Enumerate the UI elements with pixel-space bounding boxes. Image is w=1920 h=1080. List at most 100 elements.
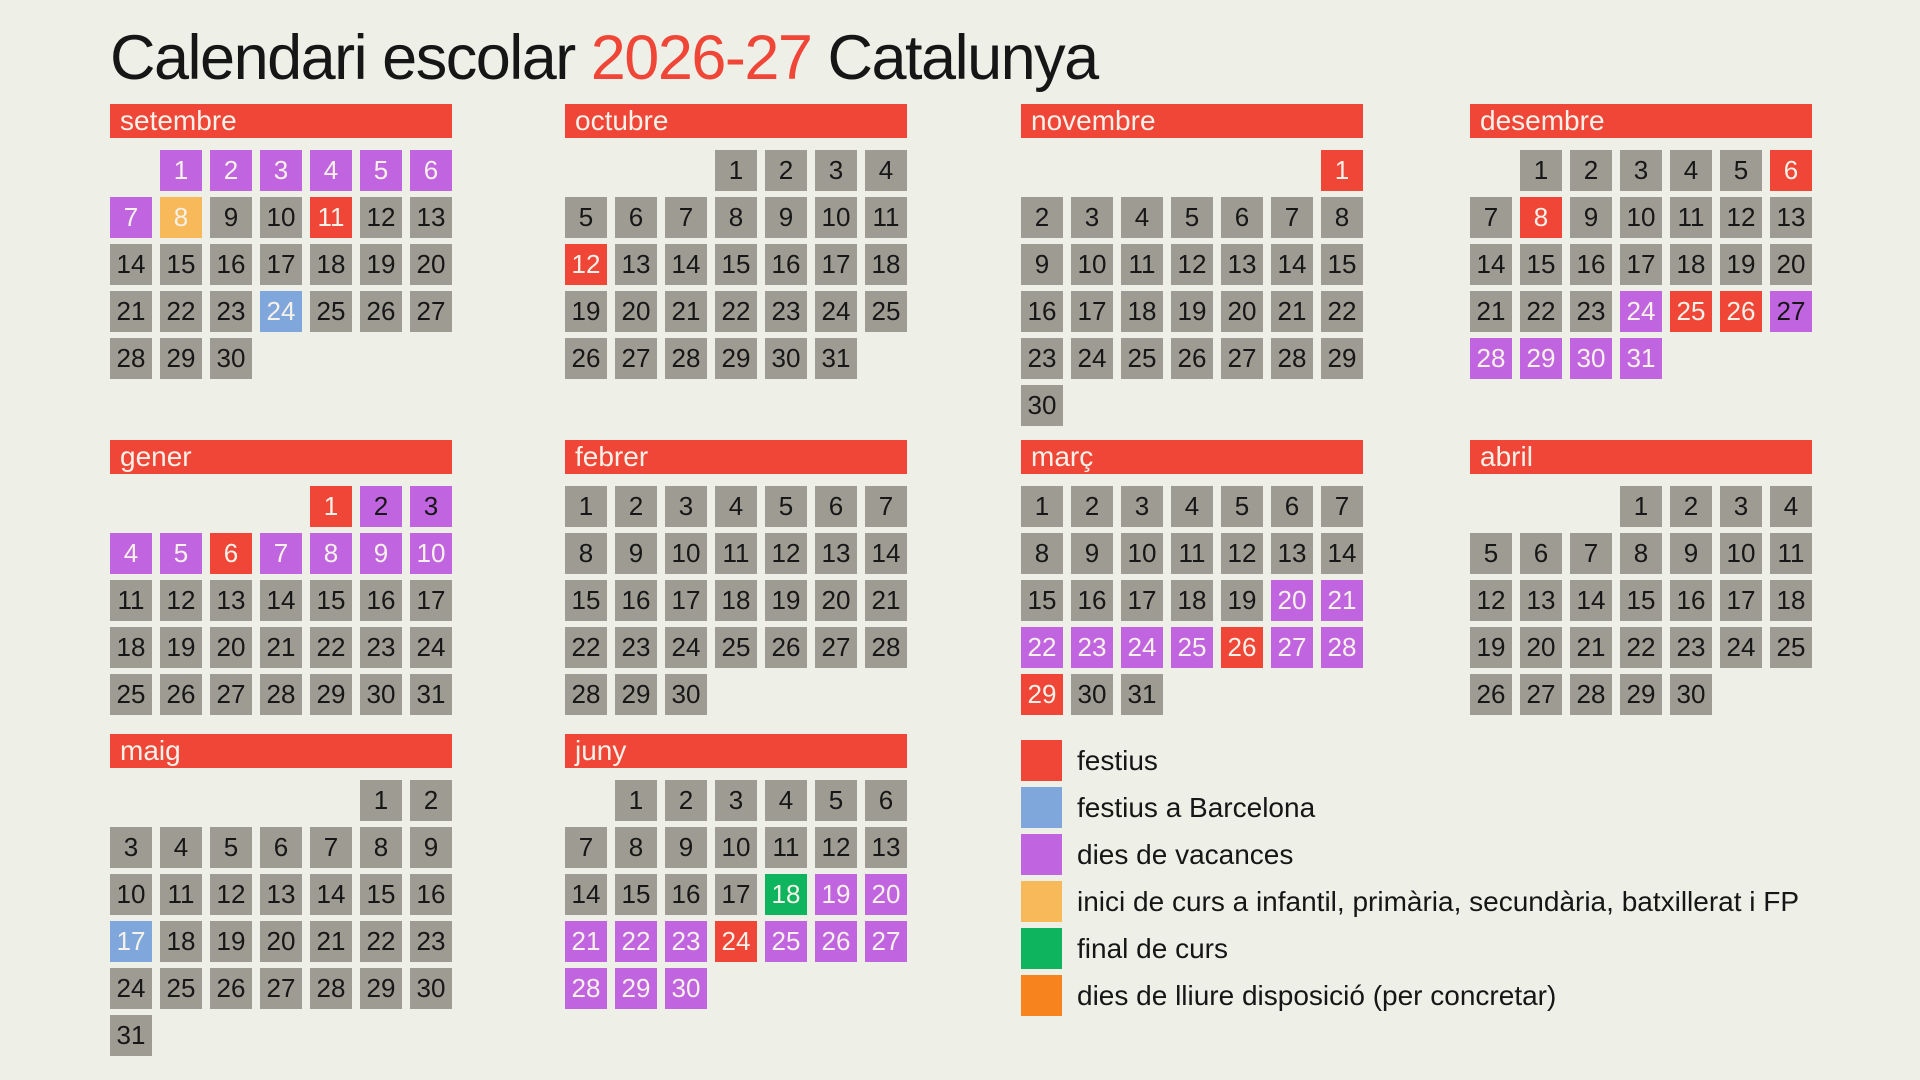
month-header: abril bbox=[1470, 440, 1812, 474]
day-cell: 10 bbox=[1620, 197, 1662, 238]
day-cell: 26 bbox=[1221, 627, 1263, 668]
day-cell: 28 bbox=[1321, 627, 1363, 668]
day-cell: 25 bbox=[310, 291, 352, 332]
festius_bcn-swatch bbox=[1021, 787, 1062, 828]
day-cell: 10 bbox=[815, 197, 857, 238]
month-abril: abril 1 2 3 4 5 6 7 8 9 10 11 12 13 14 15 16 17 18 19 20 21 22… bbox=[1470, 440, 1812, 715]
day-cell: 3 bbox=[410, 486, 452, 527]
day-cell: 31 bbox=[815, 338, 857, 379]
day-cell: 24 bbox=[410, 627, 452, 668]
month-grid: 1 2 3 4 5 6 7 8 9 10 11 12 13 14 15 16 17 18 19 20 21 22 23 24 2… bbox=[1021, 486, 1363, 715]
day-cell: 20 bbox=[815, 580, 857, 621]
legend-item-lliure: dies de lliure disposició (per concretar… bbox=[1021, 975, 1799, 1016]
day-cell: 7 bbox=[865, 486, 907, 527]
day-cell: 23 bbox=[1570, 291, 1612, 332]
day-cell: 11 bbox=[160, 874, 202, 915]
day-cell: 13 bbox=[210, 580, 252, 621]
month-octubre: octubre 1 2 3 4 5 6 7 8 9 10 11 12 13 14 15 16 17 18 19 20 21… bbox=[565, 104, 907, 379]
day-cell: 29 bbox=[1021, 674, 1063, 715]
title-school-year: 2026-27 bbox=[590, 23, 813, 93]
day-cell: 1 bbox=[615, 780, 657, 821]
day-cell: 17 bbox=[815, 244, 857, 285]
day-cell: 2 bbox=[410, 780, 452, 821]
day-cell: 18 bbox=[1121, 291, 1163, 332]
day-cell: 18 bbox=[160, 921, 202, 962]
day-cell: 25 bbox=[110, 674, 152, 715]
day-cell: 25 bbox=[1770, 627, 1812, 668]
day-cell: 16 bbox=[210, 244, 252, 285]
day-cell: 16 bbox=[615, 580, 657, 621]
day-cell: 7 bbox=[665, 197, 707, 238]
legend-item-festius_bcn: festius a Barcelona bbox=[1021, 787, 1799, 828]
day-cell: 15 bbox=[1620, 580, 1662, 621]
day-cell: 17 bbox=[110, 921, 152, 962]
day-cell: 13 bbox=[260, 874, 302, 915]
month-header: desembre bbox=[1470, 104, 1812, 138]
day-cell: 4 bbox=[1670, 150, 1712, 191]
day-cell: 10 bbox=[260, 197, 302, 238]
month-header: octubre bbox=[565, 104, 907, 138]
day-cell: 4 bbox=[865, 150, 907, 191]
month-header: gener bbox=[110, 440, 452, 474]
day-cell: 13 bbox=[815, 533, 857, 574]
day-cell: 6 bbox=[815, 486, 857, 527]
day-cell: 1 bbox=[1520, 150, 1562, 191]
day-cell: 9 bbox=[1021, 244, 1063, 285]
day-cell: 17 bbox=[715, 874, 757, 915]
day-cell: 8 bbox=[565, 533, 607, 574]
day-cell: 29 bbox=[1520, 338, 1562, 379]
day-cell: 26 bbox=[1720, 291, 1762, 332]
day-cell: 5 bbox=[210, 827, 252, 868]
day-cell: 30 bbox=[665, 968, 707, 1009]
day-cell: 1 bbox=[715, 150, 757, 191]
month-març: març 1 2 3 4 5 6 7 8 9 10 11 12 13 14 15 16 17 18 19 20 21 22 2… bbox=[1021, 440, 1363, 715]
day-cell: 9 bbox=[410, 827, 452, 868]
day-cell: 3 bbox=[715, 780, 757, 821]
day-cell: 17 bbox=[665, 580, 707, 621]
day-cell: 2 bbox=[1670, 486, 1712, 527]
day-cell: 1 bbox=[360, 780, 402, 821]
day-cell: 23 bbox=[665, 921, 707, 962]
day-cell: 21 bbox=[865, 580, 907, 621]
day-cell: 18 bbox=[1171, 580, 1213, 621]
legend: festius festius a Barcelona dies de vacanc… bbox=[1021, 740, 1799, 1022]
day-cell: 26 bbox=[1470, 674, 1512, 715]
month-header: setembre bbox=[110, 104, 452, 138]
day-cell: 3 bbox=[1720, 486, 1762, 527]
day-cell: 30 bbox=[1071, 674, 1113, 715]
day-cell: 24 bbox=[1121, 627, 1163, 668]
day-cell: 23 bbox=[615, 627, 657, 668]
day-cell: 27 bbox=[865, 921, 907, 962]
day-cell: 5 bbox=[565, 197, 607, 238]
day-cell: 29 bbox=[160, 338, 202, 379]
day-cell: 8 bbox=[360, 827, 402, 868]
day-cell: 22 bbox=[160, 291, 202, 332]
empty-cell bbox=[1271, 150, 1313, 191]
day-cell: 28 bbox=[260, 674, 302, 715]
day-cell: 22 bbox=[310, 627, 352, 668]
day-cell: 24 bbox=[110, 968, 152, 1009]
empty-cell bbox=[1071, 150, 1113, 191]
day-cell: 15 bbox=[360, 874, 402, 915]
day-cell: 31 bbox=[1620, 338, 1662, 379]
day-cell: 5 bbox=[815, 780, 857, 821]
empty-cell bbox=[565, 780, 607, 821]
day-cell: 15 bbox=[715, 244, 757, 285]
day-cell: 17 bbox=[1121, 580, 1163, 621]
day-cell: 25 bbox=[160, 968, 202, 1009]
day-cell: 7 bbox=[260, 533, 302, 574]
day-cell: 26 bbox=[210, 968, 252, 1009]
empty-cell bbox=[1470, 150, 1512, 191]
day-cell: 17 bbox=[1071, 291, 1113, 332]
day-cell: 9 bbox=[1670, 533, 1712, 574]
day-cell: 16 bbox=[360, 580, 402, 621]
month-header: març bbox=[1021, 440, 1363, 474]
day-cell: 25 bbox=[1171, 627, 1213, 668]
day-cell: 31 bbox=[410, 674, 452, 715]
empty-cell bbox=[615, 150, 657, 191]
day-cell: 2 bbox=[665, 780, 707, 821]
day-cell: 11 bbox=[110, 580, 152, 621]
empty-cell bbox=[210, 780, 252, 821]
day-cell: 18 bbox=[765, 874, 807, 915]
day-cell: 31 bbox=[110, 1015, 152, 1056]
